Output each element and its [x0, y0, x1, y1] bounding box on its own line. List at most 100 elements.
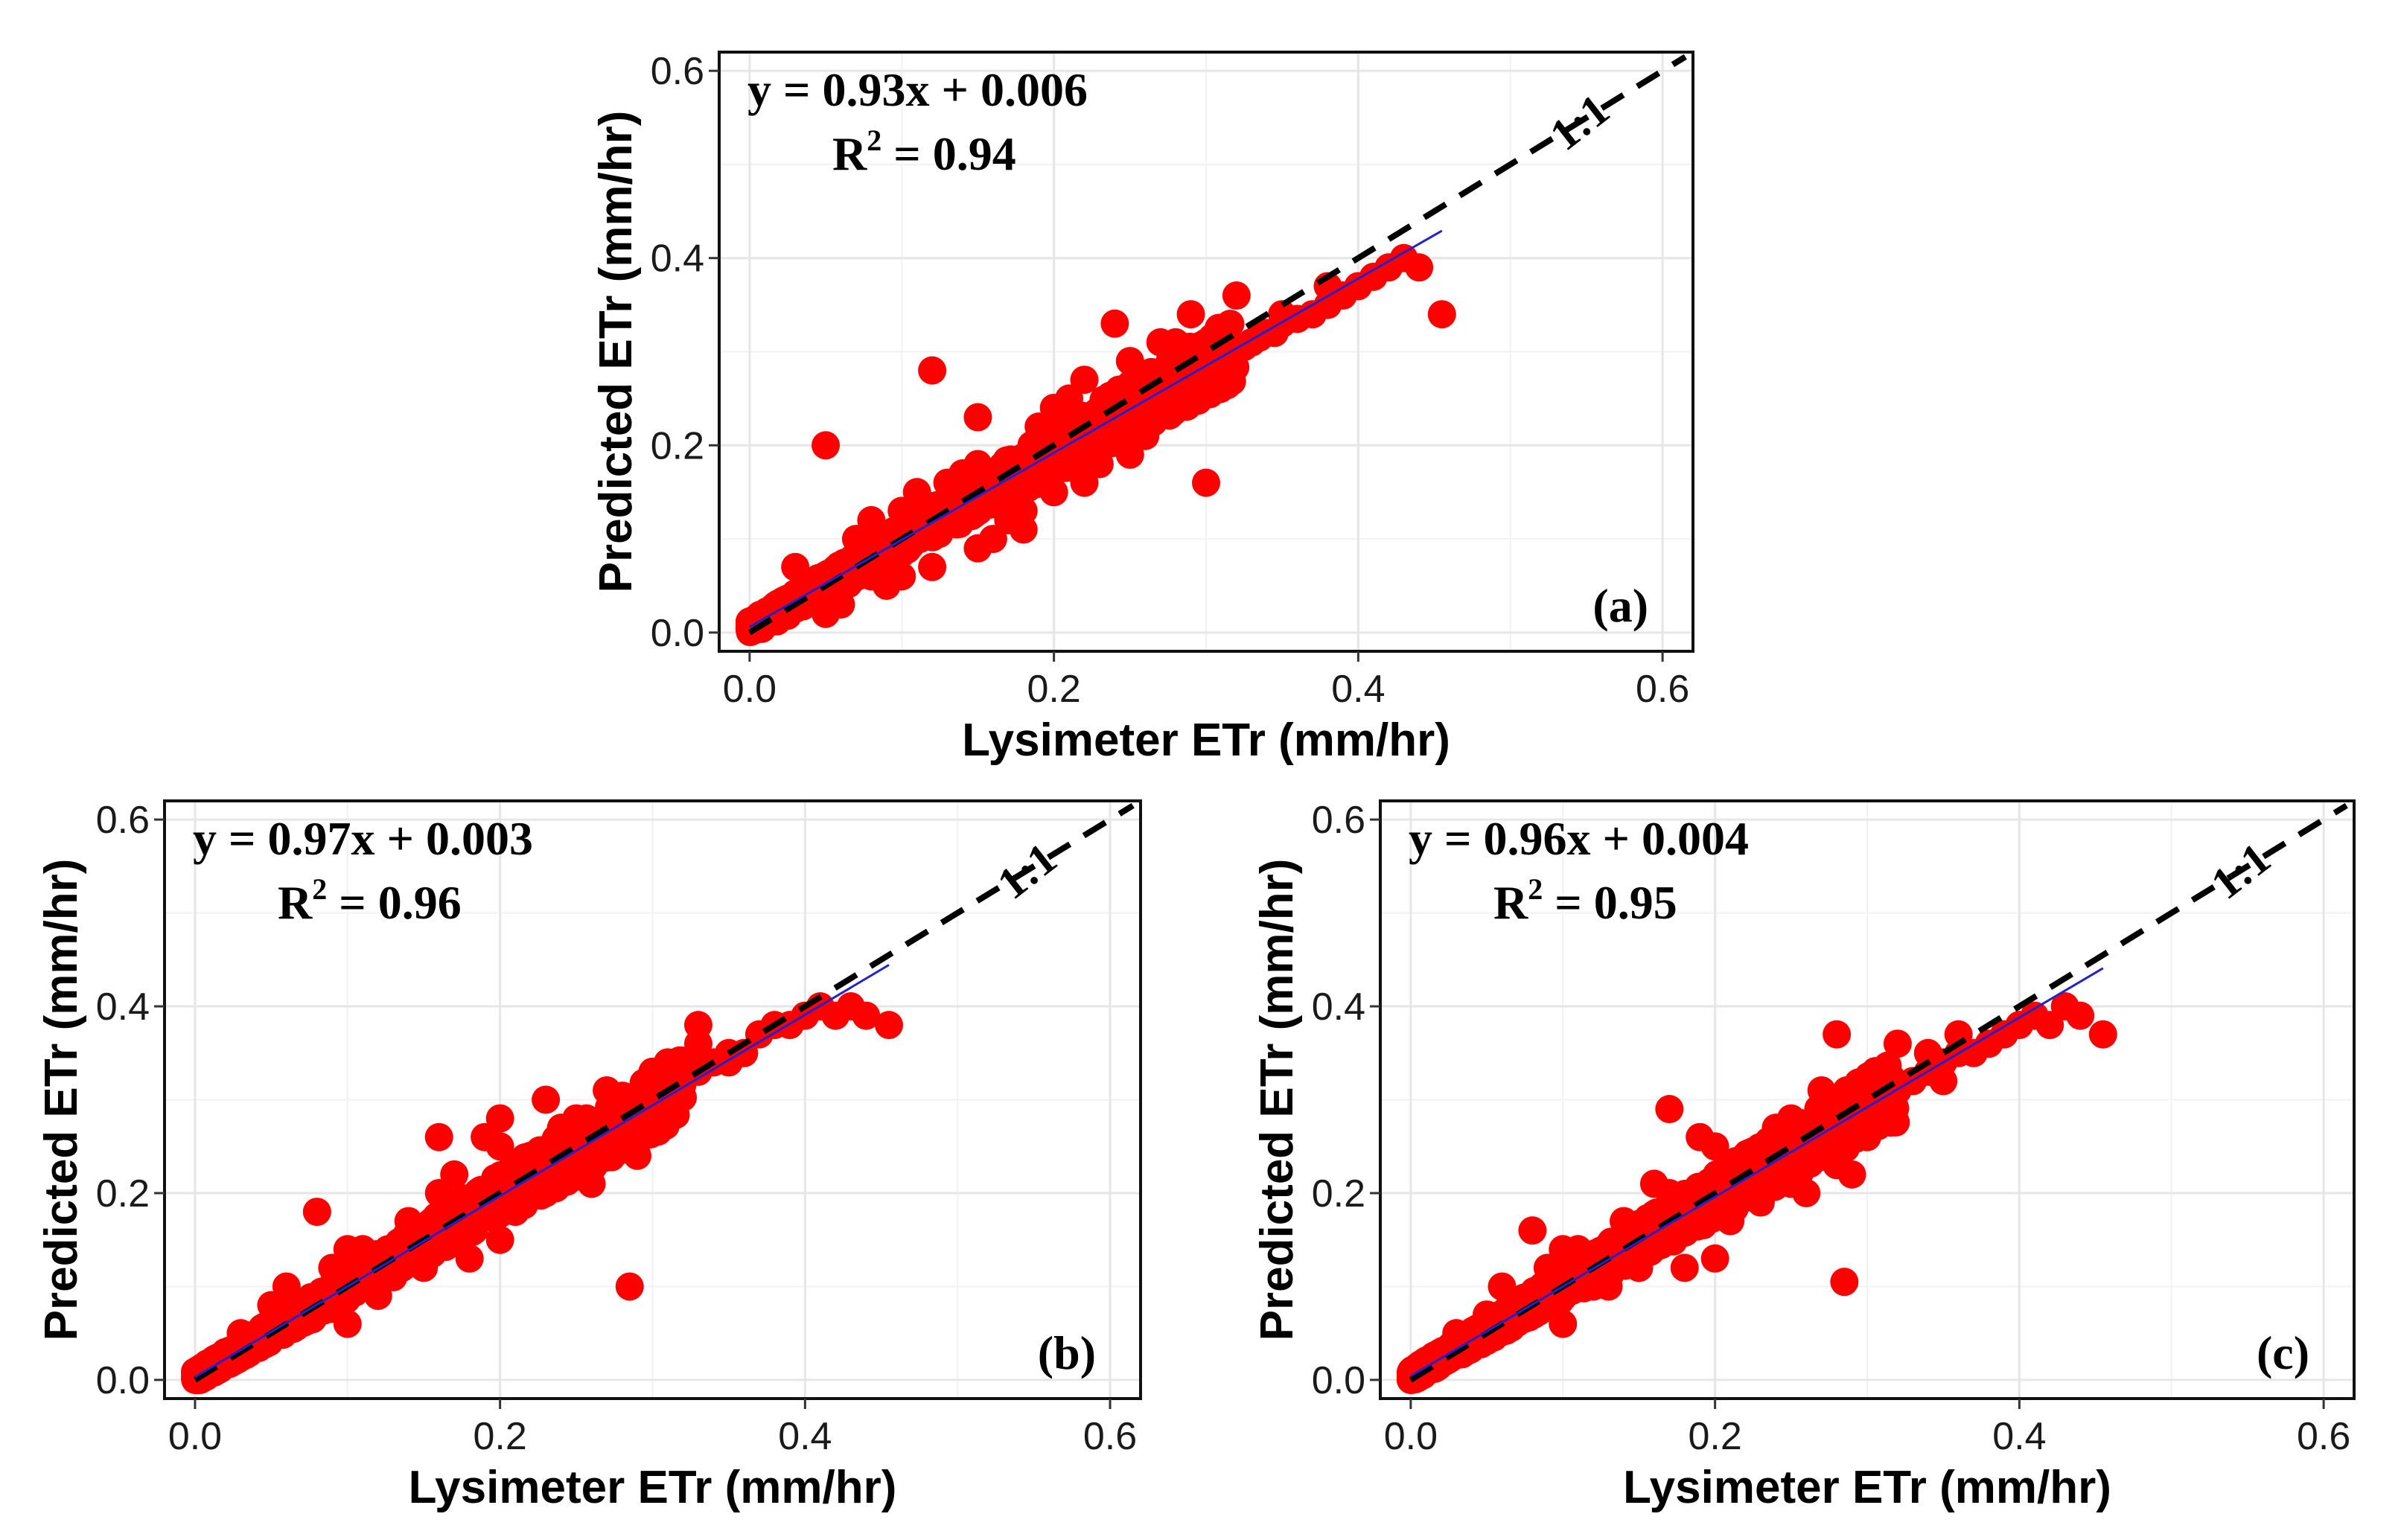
scatter-point: [1115, 421, 1144, 450]
scatter-point: [272, 1272, 301, 1301]
x-tick-label: 0.6: [1636, 668, 1689, 711]
scatter-point: [1837, 1160, 1866, 1189]
r-squared-superscript: 2: [312, 872, 327, 906]
r-squared-annotation: R2 = 0.96: [278, 872, 462, 929]
scatter-point: [379, 1262, 408, 1291]
scatter-point: [1549, 1309, 1578, 1338]
scatter-point: [1070, 468, 1099, 497]
y-tick-label: 0.4: [651, 237, 704, 281]
x-tick-label: 0.0: [168, 1415, 222, 1458]
scatter-point: [1473, 1300, 1502, 1329]
panel-label: (b): [1038, 1326, 1096, 1379]
y-tick-label: 0.4: [1312, 985, 1365, 1029]
r-squared-value: = 0.95: [1543, 876, 1677, 929]
x-tick-label: 0.0: [723, 668, 777, 711]
r-squared-superscript: 2: [1528, 872, 1543, 906]
scatter-point: [623, 1141, 652, 1170]
y-tick-label: 0.0: [96, 1359, 150, 1402]
x-axis-title: Lysimeter ETr (mm/hr): [962, 715, 1450, 766]
scatter-point: [2088, 1020, 2117, 1049]
scatter-point: [1427, 300, 1456, 329]
scatter-point: [1488, 1272, 1517, 1301]
plot-border: [163, 799, 1142, 1400]
scatter-point: [1610, 1207, 1638, 1236]
scatter-point: [1009, 515, 1038, 544]
scatter-point: [653, 1048, 682, 1077]
scatter-point: [1549, 1235, 1578, 1264]
regression-line: [194, 964, 890, 1378]
y-tick-label: 0.6: [1312, 799, 1365, 842]
scatter-point: [593, 1076, 622, 1105]
scatter-point: [1883, 1029, 1912, 1058]
y-axis-title: Predicted ETr (mm/hr): [590, 111, 642, 593]
scatter-point: [812, 431, 841, 460]
scatter-point: [852, 1001, 881, 1030]
scatter-point: [1268, 300, 1297, 329]
scatter-point: [562, 1104, 591, 1133]
scatter-point: [1594, 1272, 1623, 1301]
scatter-point: [1192, 374, 1220, 403]
r-squared-symbol: R: [832, 127, 867, 180]
x-tick-label: 0.2: [1688, 1415, 1741, 1458]
scatter-point: [1700, 1244, 1729, 1273]
scatter-point: [963, 450, 992, 479]
r-squared-annotation: R2 = 0.95: [1493, 872, 1677, 929]
scatter-point: [257, 1291, 286, 1320]
scatter-point: [1746, 1188, 1775, 1217]
panel-label: (a): [1592, 579, 1648, 632]
scatter-point: [1039, 393, 1068, 422]
scatter-point: [1624, 1253, 1654, 1282]
scatter-point: [1929, 1067, 1958, 1096]
scatter-point: [333, 1309, 362, 1338]
y-axis-title: Predicted ETr (mm/hr): [1251, 859, 1303, 1341]
scatter-point: [1823, 1020, 1852, 1049]
scatter-point: [841, 525, 870, 554]
gridlines: [1380, 801, 2354, 1399]
panel-label: (c): [2257, 1326, 2309, 1379]
scatter-point: [1670, 1253, 1699, 1282]
scatter-point: [1655, 1095, 1684, 1124]
scatter-point: [1853, 1067, 1881, 1096]
scatter-point: [455, 1244, 484, 1273]
r-squared-symbol: R: [1493, 876, 1528, 929]
y-tick-label: 0.0: [651, 612, 704, 655]
regression-equation: y = 0.97x + 0.003: [193, 812, 533, 865]
scatter-point: [1853, 1122, 1881, 1151]
scatter-point: [857, 562, 886, 591]
scatter-point: [516, 1141, 545, 1170]
y-tick-label: 0.2: [96, 1172, 150, 1215]
r-squared-symbol: R: [278, 876, 313, 929]
scatter-point: [918, 356, 947, 385]
r-squared-value: = 0.94: [881, 127, 1015, 180]
scatter-point: [562, 1160, 591, 1189]
scatter-point: [1716, 1207, 1745, 1236]
scatter-point: [933, 468, 962, 497]
regression-equation: y = 0.96x + 0.004: [1409, 812, 1749, 865]
scatter-point: [1222, 281, 1251, 310]
scatter-point: [638, 1114, 667, 1143]
scatter-point: [1024, 412, 1053, 441]
scatter-point: [394, 1207, 423, 1236]
scatter-point: [1161, 328, 1190, 357]
scatter-point: [532, 1085, 561, 1114]
y-tick-label: 0.6: [651, 50, 704, 93]
scatter-point: [440, 1160, 469, 1189]
scatter-point: [424, 1178, 453, 1207]
y-tick-label: 0.0: [1312, 1359, 1365, 1402]
y-tick-label: 0.2: [651, 424, 704, 467]
x-tick-label: 0.6: [1083, 1415, 1137, 1458]
scatter-point: [857, 505, 886, 534]
scatter-point: [1405, 253, 1434, 282]
scatter-point: [875, 1011, 904, 1040]
x-tick-label: 0.4: [1331, 668, 1385, 711]
x-tick-label: 0.2: [1027, 668, 1080, 711]
scatter-point: [1115, 347, 1144, 376]
r-squared-annotation: R2 = 0.94: [832, 124, 1016, 180]
scatter-point: [2066, 1001, 2095, 1030]
scatter-point: [333, 1235, 362, 1264]
scatter-point: [1776, 1104, 1805, 1133]
x-tick-label: 0.2: [473, 1415, 527, 1458]
scatter-point: [1807, 1076, 1836, 1105]
scatter-point: [2035, 1011, 2064, 1040]
